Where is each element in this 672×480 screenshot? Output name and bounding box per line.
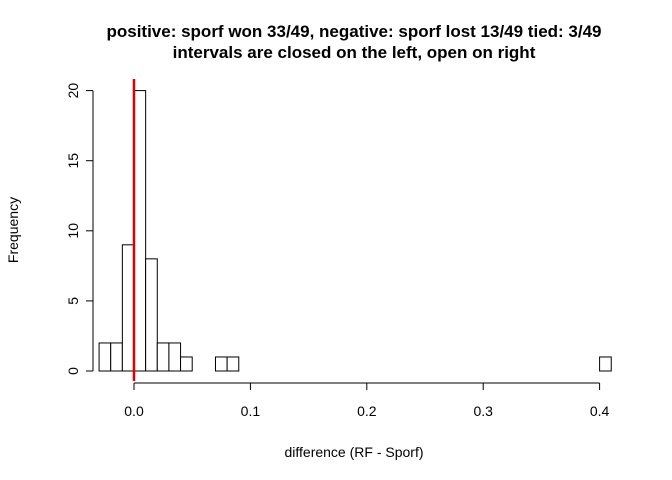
x-tick-label: 0.3 xyxy=(473,403,493,419)
histogram-bar xyxy=(180,356,193,372)
y-tick-label: 15 xyxy=(65,153,81,169)
chart-title: positive: sporf won 33/49, negative: spo… xyxy=(106,22,601,41)
x-tick-label: 0.1 xyxy=(241,403,261,419)
y-axis: 0 5 10 15 20 xyxy=(65,83,94,375)
y-tick-label: 0 xyxy=(65,367,81,375)
y-tick-label: 5 xyxy=(65,297,81,305)
histogram-bar xyxy=(121,244,135,372)
histogram-bar xyxy=(156,342,170,372)
histogram-bar xyxy=(133,90,147,372)
histogram-bar xyxy=(98,342,112,372)
histogram-bar xyxy=(110,342,123,372)
x-axis: 0.0 0.1 0.2 0.3 0.4 xyxy=(124,382,610,419)
histogram-bar xyxy=(168,342,182,372)
x-tick-label: 0.4 xyxy=(590,403,610,419)
histogram-bar xyxy=(145,258,158,372)
y-tick-label: 20 xyxy=(65,83,81,99)
chart-subtitle: intervals are closed on the left, open o… xyxy=(173,43,536,62)
x-tick-label: 0.2 xyxy=(357,403,377,419)
histogram-bar xyxy=(599,356,612,372)
y-tick-label: 10 xyxy=(65,223,81,239)
x-axis-label: difference (RF - Sporf) xyxy=(284,444,423,460)
x-tick-label: 0.0 xyxy=(124,403,144,419)
histogram-bar xyxy=(214,356,228,372)
histogram-bars xyxy=(98,90,612,372)
y-axis-label: Frequency xyxy=(5,197,21,263)
histogram-bar xyxy=(226,356,240,372)
